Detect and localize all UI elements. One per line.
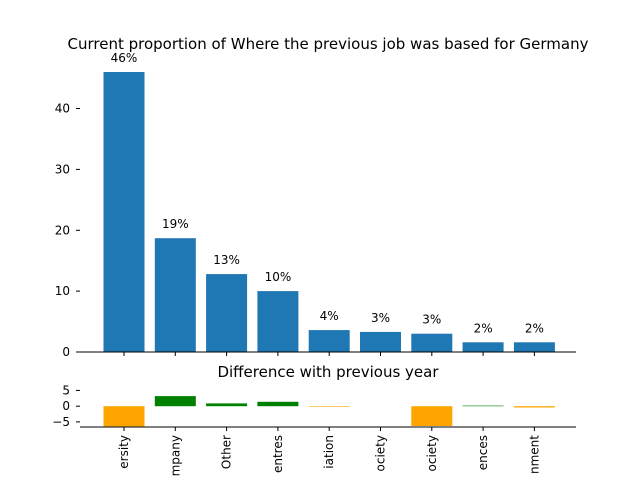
proportion-bar-label: 3% [422,313,441,327]
difference-x-ticks: ersity mpany Other entres iation ociety ociety… [117,427,541,476]
difference-bar [103,406,145,427]
difference-y-tick-label: −5 [52,415,70,429]
proportion-bar-label: 3% [371,311,390,325]
proportion-y-tick-label: 0 [62,345,70,359]
proportion-bar [103,72,145,352]
proportion-y-tick-label: 10 [55,284,70,298]
proportion-y-tick-label: 20 [55,223,70,237]
difference-bar [462,405,504,407]
proportion-bar [308,330,350,352]
proportion-bar-label: 13% [213,253,240,267]
difference-x-tick-label: entres [271,435,285,473]
difference-x-tick-label: iation [322,435,336,469]
difference-chart: Difference with previous year −5 0 5 ersit… [52,363,576,476]
proportion-bar-label: 46% [111,51,138,65]
proportion-y-tick-label: 40 [55,102,70,116]
proportion-bar [257,291,299,352]
proportion-chart: Current proportion of Where the previous… [55,35,589,359]
difference-y-axis: −5 0 5 [52,383,80,429]
difference-x-tick-label: ersity [117,435,131,469]
proportion-bar-label: 4% [320,309,339,323]
difference-bars [103,396,555,427]
proportion-bar-label: 2% [474,321,493,335]
difference-x-tick-label: nment [527,435,541,474]
difference-chart-title: Difference with previous year [217,363,439,381]
proportion-bars [103,72,555,352]
proportion-bar [513,342,555,352]
difference-x-tick-label: ociety [374,435,388,471]
proportion-bar-label: 10% [265,270,292,284]
proportion-bar [411,333,453,352]
difference-bar [257,401,299,407]
difference-bar [308,406,350,407]
difference-x-tick-label: ences [476,435,490,470]
difference-bar [411,406,453,426]
difference-x-tick-label: mpany [168,435,182,476]
proportion-bar-label: 2% [525,321,544,335]
difference-y-tick-label: 5 [62,383,70,397]
difference-bar [154,396,196,407]
proportion-bar [462,342,504,352]
difference-bar [513,406,555,408]
proportion-y-axis: 0 10 20 30 40 [55,102,80,359]
proportion-bar-label: 19% [162,217,189,231]
proportion-bar [206,274,248,352]
difference-x-tick-label: Other [220,435,234,469]
proportion-y-tick-label: 30 [55,162,70,176]
proportion-bar [360,331,401,352]
proportion-data-labels: 46% 19% 13% 10% 4% 3% 3% 2% 2% [111,51,544,335]
difference-y-tick-label: 0 [62,399,70,413]
difference-x-tick-label: ociety [425,435,439,471]
proportion-chart-title: Current proportion of Where the previous… [68,35,589,53]
proportion-bar [154,238,196,352]
proportion-x-ticks [123,352,535,356]
difference-bar [206,403,248,407]
